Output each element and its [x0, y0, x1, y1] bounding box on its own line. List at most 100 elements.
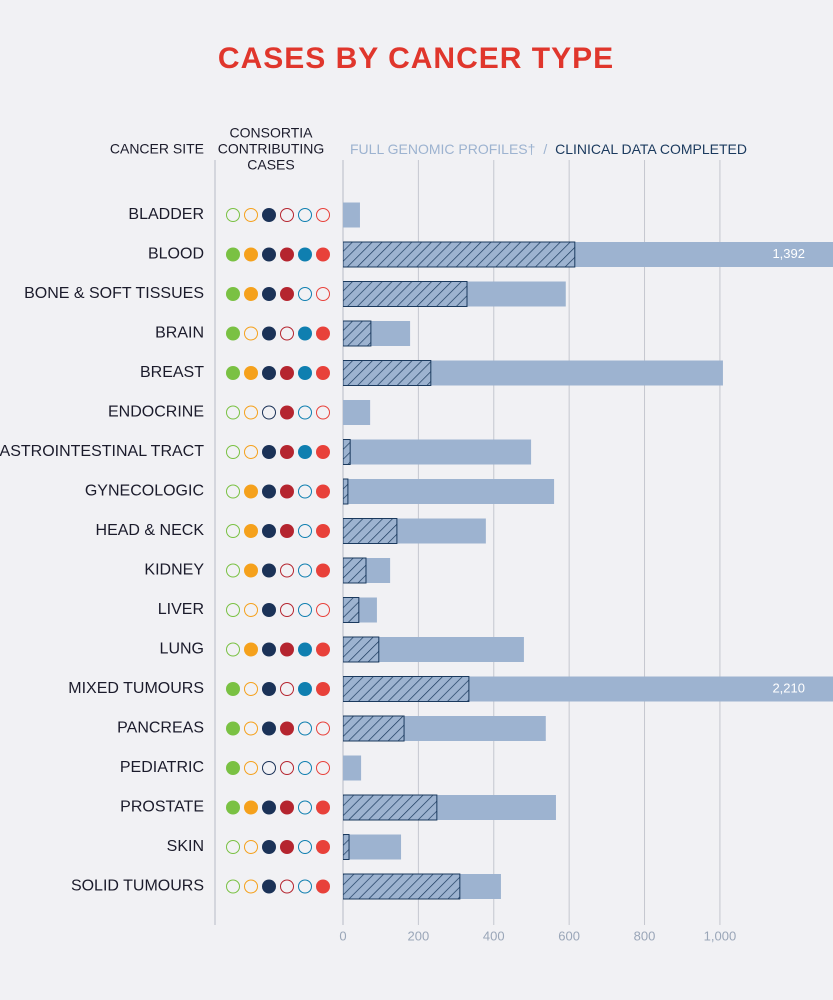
consortium-dot	[226, 721, 240, 736]
consortium-dot	[316, 563, 330, 578]
consortium-dot	[316, 208, 330, 222]
consortium-dot	[298, 484, 312, 499]
consortium-dot	[298, 326, 312, 341]
legend-entry: CLINICAL DATA COMPLETED	[555, 141, 747, 157]
consortium-dot	[226, 682, 240, 696]
category-label: HEAD & NECK	[96, 522, 205, 539]
consortium-dot	[298, 563, 312, 578]
consortium-dot	[280, 445, 294, 459]
consortium-dot	[316, 682, 330, 696]
consortium-dot	[280, 524, 294, 538]
consortium-dot	[298, 287, 312, 301]
x-tick-label: 200	[408, 928, 430, 943]
consortium-dot	[298, 800, 312, 815]
consortium-dot	[226, 800, 240, 815]
consortium-dot	[280, 800, 294, 815]
consortium-dot	[244, 721, 258, 736]
consortium-dot	[262, 879, 276, 894]
consortium-dot	[316, 405, 330, 420]
consortium-dot	[226, 524, 240, 538]
consortium-dot	[298, 642, 312, 657]
consortium-dot	[244, 682, 258, 696]
consortium-dot	[262, 208, 276, 222]
consortium-dot	[262, 642, 276, 657]
consortium-dot	[298, 366, 312, 380]
consortium-dot	[280, 840, 294, 854]
consortium-dot	[280, 563, 294, 578]
category-label: MIXED TUMOURS	[68, 680, 204, 697]
consortium-dot	[316, 247, 330, 262]
consortium-dot	[244, 603, 258, 617]
consortium-dot	[244, 800, 258, 815]
consortium-dot	[298, 840, 312, 854]
consortium-dot	[280, 879, 294, 894]
bar	[343, 360, 432, 386]
consortium-dot	[316, 642, 330, 657]
consortium-dot	[244, 247, 258, 262]
bar	[343, 479, 555, 504]
consortium-dot	[226, 761, 240, 775]
consortium-dot	[298, 603, 312, 617]
consortium-dot	[298, 445, 312, 459]
consortium-dot	[226, 326, 240, 341]
consortium-dot	[316, 326, 330, 341]
value-label: 2,210	[772, 680, 805, 695]
bar	[343, 202, 360, 228]
consortium-dot	[226, 208, 240, 222]
consortium-dot	[280, 247, 294, 262]
consortium-dot	[280, 761, 294, 775]
consortium-dot	[280, 721, 294, 736]
legend-separator: /	[543, 141, 547, 157]
consortium-dot	[226, 287, 240, 301]
category-label: LIVER	[158, 601, 204, 618]
consortium-dot	[316, 879, 330, 894]
value-label: 1,392	[772, 246, 805, 261]
consortium-dot	[280, 405, 294, 420]
category-label: BREAST	[140, 364, 204, 381]
consortium-dot	[262, 840, 276, 854]
consortium-dot	[262, 405, 276, 420]
category-label: BLADDER	[128, 206, 204, 223]
bar	[343, 873, 461, 900]
category-label: GASTROINTESTINAL TRACT	[0, 443, 204, 460]
consortium-dot	[280, 366, 294, 380]
consortium-dot	[316, 603, 330, 617]
bar	[343, 439, 351, 465]
consortium-dot	[244, 445, 258, 459]
consortium-dot	[244, 761, 258, 775]
consortium-dot	[298, 208, 312, 222]
consortium-dot	[244, 524, 258, 538]
consortium-dot	[262, 761, 276, 775]
consortium-dot	[226, 563, 240, 578]
consortium-dot	[226, 405, 240, 420]
consortium-dot	[316, 721, 330, 736]
category-label: BONE & SOFT TISSUES	[24, 285, 204, 302]
consortium-dot	[298, 247, 312, 262]
x-tick-label: 400	[483, 928, 505, 943]
plot-area	[343, 202, 833, 900]
x-tick-label: 0	[339, 928, 346, 943]
legend-entry: FULL GENOMIC PROFILES†	[350, 141, 535, 157]
consortium-dot	[226, 879, 240, 894]
consortium-dot	[262, 247, 276, 262]
x-tick-label: 800	[634, 928, 656, 943]
consortium-dot	[262, 563, 276, 578]
consortium-dot	[298, 524, 312, 538]
consortium-dot	[298, 682, 312, 696]
consortia-header: CONSORTIA	[230, 125, 314, 141]
bar	[343, 834, 350, 860]
consortium-dot	[298, 721, 312, 736]
consortium-dot	[226, 603, 240, 617]
bar	[343, 676, 470, 702]
bar	[343, 400, 371, 425]
consortium-dot	[244, 484, 258, 499]
consortium-dot	[280, 682, 294, 696]
consortium-dot	[316, 484, 330, 499]
category-label: LUNG	[160, 641, 204, 658]
consortium-dot	[316, 445, 330, 459]
bar	[343, 794, 438, 821]
category-label: PEDIATRIC	[120, 759, 204, 776]
bar	[343, 478, 349, 505]
consortium-dot	[226, 642, 240, 657]
category-label: BRAIN	[155, 325, 204, 342]
